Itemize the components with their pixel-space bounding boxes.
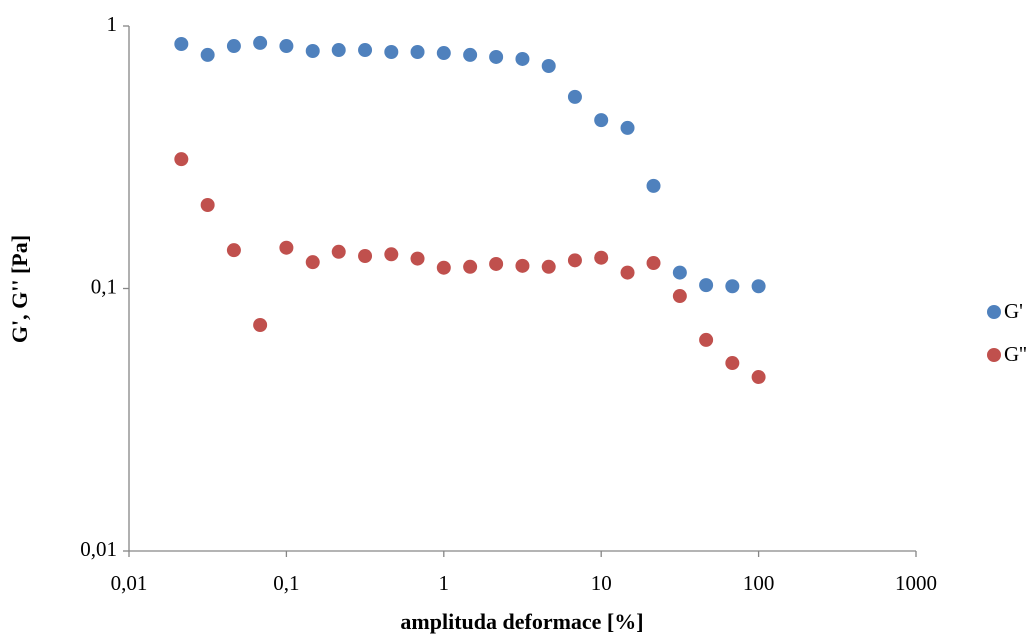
point (541, 259, 556, 274)
point (620, 265, 635, 280)
y-tick-label: 0,1 (91, 274, 117, 298)
point (331, 244, 346, 259)
x-tick-label: 1000 (895, 571, 937, 595)
point (436, 46, 451, 61)
point (567, 89, 582, 104)
point (751, 279, 766, 294)
point (384, 247, 399, 262)
point (410, 251, 425, 266)
point (699, 278, 714, 293)
x-tick-label: 0,01 (111, 571, 148, 595)
point (541, 59, 556, 74)
legend-label: G' (1004, 299, 1023, 323)
point (567, 253, 582, 268)
point (305, 255, 320, 270)
y-tick-label: 0,01 (80, 537, 117, 561)
point (200, 198, 215, 213)
point (358, 248, 373, 263)
point (515, 258, 530, 273)
x-tick-label: 0,1 (273, 571, 299, 595)
point (463, 259, 478, 274)
point (410, 45, 425, 60)
point (253, 35, 268, 50)
point (725, 356, 740, 371)
legend-marker (987, 348, 1001, 362)
point (751, 370, 766, 385)
point (463, 47, 478, 62)
x-axis-title: amplituda deformace [%] (400, 609, 643, 634)
point (384, 45, 399, 60)
point (226, 243, 241, 258)
point (200, 47, 215, 62)
point (699, 332, 714, 347)
legend-label: G'' (1004, 342, 1027, 366)
point (226, 39, 241, 54)
point (594, 250, 609, 265)
point (672, 265, 687, 280)
point (279, 39, 294, 54)
point (725, 279, 740, 294)
point (646, 256, 661, 271)
point (620, 120, 635, 135)
point (489, 49, 504, 64)
x-tick-label: 10 (591, 571, 612, 595)
point (279, 240, 294, 255)
point (174, 152, 189, 167)
point (436, 260, 451, 275)
point (672, 289, 687, 304)
legend-marker (987, 305, 1001, 319)
y-tick-label: 1 (107, 12, 118, 36)
point (358, 43, 373, 58)
point (305, 44, 320, 59)
y-axis-title: G', G'' [Pa] (7, 235, 32, 343)
x-tick-label: 100 (743, 571, 775, 595)
point (515, 51, 530, 66)
point (594, 113, 609, 128)
point (646, 178, 661, 193)
point (489, 256, 504, 271)
point (253, 318, 268, 333)
x-tick-label: 1 (439, 571, 450, 595)
point (174, 36, 189, 51)
point (331, 43, 346, 58)
